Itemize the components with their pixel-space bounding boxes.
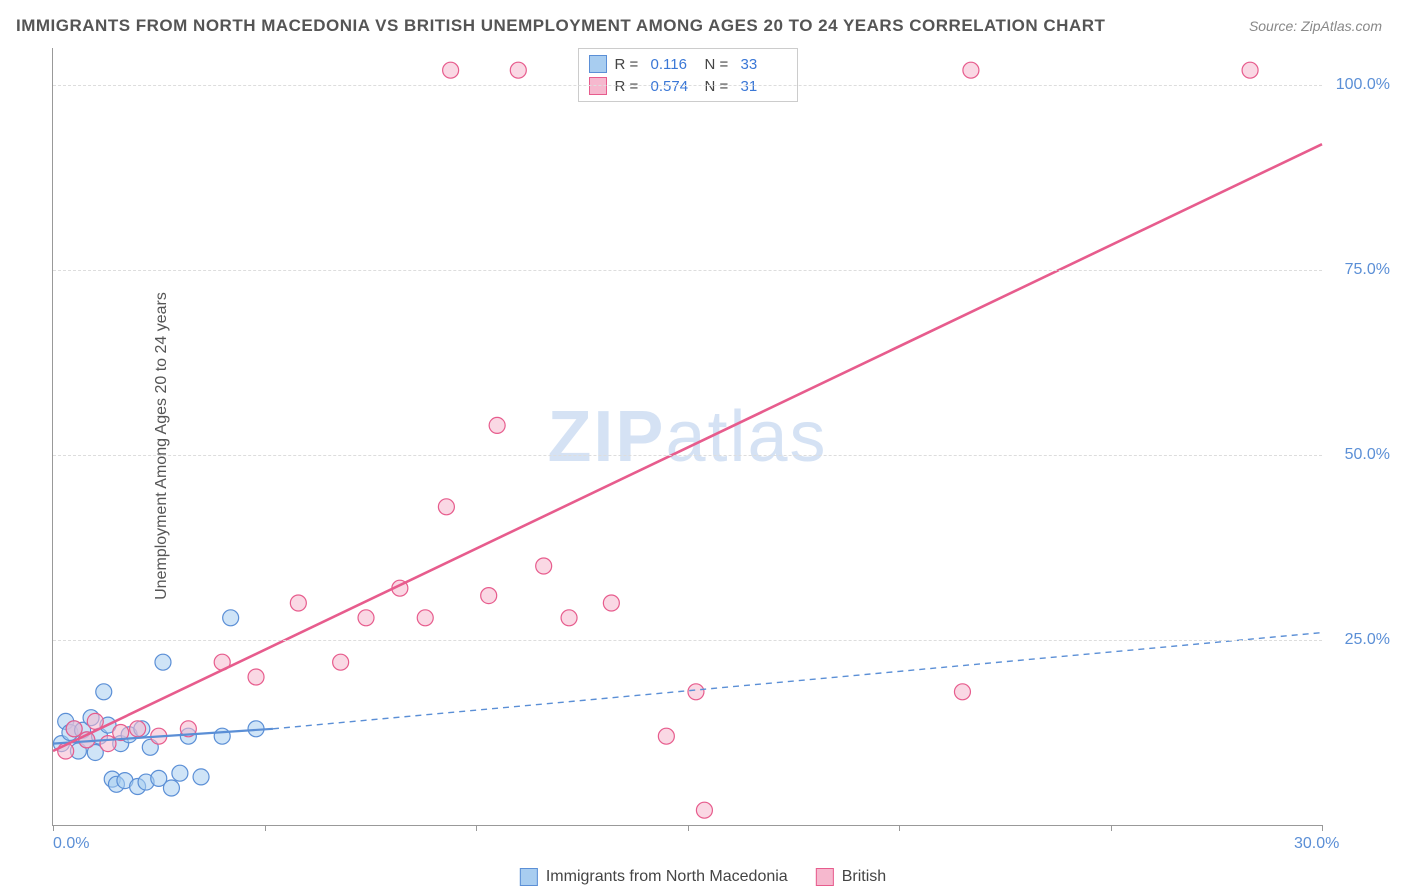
scatter-plot-svg [53, 48, 1322, 825]
data-point [66, 721, 82, 737]
y-tick-label: 50.0% [1345, 446, 1390, 464]
data-point [130, 721, 146, 737]
data-point [688, 684, 704, 700]
y-tick-label: 25.0% [1345, 631, 1390, 649]
data-point [696, 802, 712, 818]
x-tick [1322, 825, 1323, 831]
swatch-series-b [589, 77, 607, 95]
data-point [561, 610, 577, 626]
legend-item-a: Immigrants from North Macedonia [520, 868, 788, 886]
legend-item-b: British [816, 868, 886, 886]
data-point [489, 417, 505, 433]
data-point [214, 728, 230, 744]
swatch-series-a [589, 55, 607, 73]
y-tick-label: 100.0% [1336, 76, 1390, 94]
data-point [96, 684, 112, 700]
trend-line-extrapolated [273, 633, 1322, 729]
n-value-a: 33 [741, 56, 787, 73]
data-point [1242, 62, 1258, 78]
gridline [53, 85, 1322, 86]
gridline [53, 455, 1322, 456]
stats-row-b: R = 0.574 N = 31 [589, 75, 787, 97]
data-point [155, 654, 171, 670]
data-point [290, 595, 306, 611]
r-value-a: 0.116 [651, 56, 697, 73]
data-point [417, 610, 433, 626]
data-point [963, 62, 979, 78]
trend-line [53, 144, 1322, 751]
legend-label-a: Immigrants from North Macedonia [546, 868, 788, 886]
data-point [443, 62, 459, 78]
data-point [658, 728, 674, 744]
data-point [193, 769, 209, 785]
data-point [438, 499, 454, 515]
stats-legend: R = 0.116 N = 33 R = 0.574 N = 31 [578, 48, 798, 102]
data-point [510, 62, 526, 78]
y-tick-label: 75.0% [1345, 261, 1390, 279]
n-label-a: N = [705, 56, 733, 73]
r-label-b: R = [615, 78, 643, 95]
x-tick [265, 825, 266, 831]
stats-row-a: R = 0.116 N = 33 [589, 53, 787, 75]
x-tick [688, 825, 689, 831]
data-point [223, 610, 239, 626]
n-label-b: N = [705, 78, 733, 95]
data-point [172, 765, 188, 781]
x-tick [899, 825, 900, 831]
chart-title: IMMIGRANTS FROM NORTH MACEDONIA VS BRITI… [16, 16, 1105, 36]
gridline [53, 270, 1322, 271]
data-point [481, 588, 497, 604]
data-point [603, 595, 619, 611]
x-tick [476, 825, 477, 831]
data-point [248, 669, 264, 685]
legend-swatch-b [816, 868, 834, 886]
x-tick-label: 30.0% [1294, 835, 1322, 853]
x-tick [53, 825, 54, 831]
gridline [53, 640, 1322, 641]
r-label-a: R = [615, 56, 643, 73]
bottom-legend: Immigrants from North Macedonia British [520, 868, 886, 886]
n-value-b: 31 [741, 78, 787, 95]
x-tick-label: 0.0% [53, 835, 89, 853]
data-point [163, 780, 179, 796]
r-value-b: 0.574 [651, 78, 697, 95]
data-point [333, 654, 349, 670]
x-tick [1111, 825, 1112, 831]
plot-area: ZIPatlas R = 0.116 N = 33 R = 0.574 N = … [52, 48, 1322, 826]
data-point [954, 684, 970, 700]
data-point [358, 610, 374, 626]
legend-label-b: British [842, 868, 886, 886]
legend-swatch-a [520, 868, 538, 886]
data-point [536, 558, 552, 574]
data-point [100, 736, 116, 752]
source-text: Source: ZipAtlas.com [1249, 18, 1382, 34]
